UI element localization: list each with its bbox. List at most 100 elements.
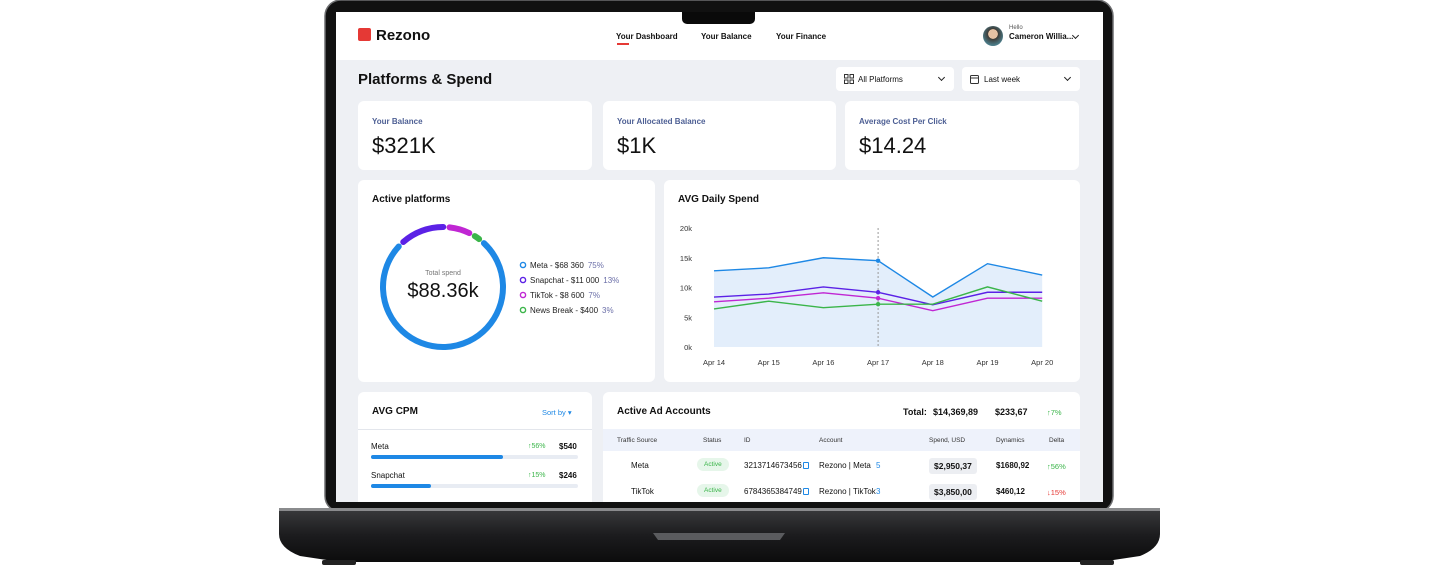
cpm-bar xyxy=(371,484,432,488)
filter-label: Last week xyxy=(984,75,1021,84)
column-header: Account xyxy=(819,437,843,444)
y-tick-label: 15k xyxy=(680,254,692,263)
y-tick-label: 10k xyxy=(680,284,692,293)
legend-percent: 3% xyxy=(602,306,614,315)
nav-link[interactable]: Your Dashboard xyxy=(616,32,678,41)
donut-segment xyxy=(400,224,447,246)
total-delta: ↑7% xyxy=(1047,408,1062,417)
spend: $2,950,37 xyxy=(929,458,977,474)
legend-label: Meta - $68 360 xyxy=(530,261,584,270)
column-header: Traffic Source xyxy=(617,437,658,444)
legend-dot xyxy=(519,291,527,299)
y-tick-label: 0k xyxy=(684,343,692,352)
total-dynamics: $233,67 xyxy=(995,407,1028,417)
donut-segment xyxy=(446,224,473,237)
x-tick-label: Apr 14 xyxy=(703,358,725,367)
hover-dot xyxy=(875,258,881,263)
card-title: Active Ad Accounts xyxy=(617,406,711,417)
grid-icon xyxy=(844,74,854,84)
screen: Rezono Your Dashboard Your Balance Your … xyxy=(336,12,1103,502)
donut-segment xyxy=(471,233,483,243)
cpm-bar xyxy=(371,455,504,459)
x-tick-label: Apr 18 xyxy=(922,358,944,367)
account-count: 5 xyxy=(876,461,881,470)
y-tick-label: 20k xyxy=(680,224,692,233)
total-label: Total: xyxy=(903,407,927,417)
legend-dot xyxy=(519,306,527,314)
hover-dot xyxy=(875,301,881,307)
x-tick-label: Apr 16 xyxy=(812,358,834,367)
legend-label: Snapchat - $11 000 xyxy=(530,276,600,285)
column-header[interactable]: Spend, USD xyxy=(929,437,966,444)
column-header[interactable]: Delta xyxy=(1049,437,1065,444)
logo-icon xyxy=(358,28,371,41)
hover-dot xyxy=(875,296,881,301)
table-header xyxy=(603,429,1080,451)
page-title: Platforms & Spend xyxy=(358,71,493,88)
column-header: Status xyxy=(703,437,722,444)
cpm-delta: ↑56% xyxy=(528,443,546,450)
platforms-card: Active platforms Meta - $68 360 75% Snapch… xyxy=(358,180,655,382)
date-filter[interactable]: Last week xyxy=(962,67,1080,91)
camera-notch xyxy=(682,12,755,24)
legend-label: News Break - $400 xyxy=(530,306,599,315)
dynamics: $1680,92 xyxy=(996,461,1030,470)
card-title: AVG Daily Spend xyxy=(678,194,759,205)
cpm-value: $246 xyxy=(559,471,577,480)
divider xyxy=(358,429,592,430)
meta-icon xyxy=(617,461,627,469)
legend-percent: 7% xyxy=(588,291,600,300)
accounts-card: Active Ad Accounts Total: $14,369,89 $23… xyxy=(603,392,1080,502)
legend-label: TikTok - $8 600 xyxy=(530,291,585,300)
column-header[interactable]: Dynamics xyxy=(996,437,1025,444)
legend-percent: 75% xyxy=(588,261,604,270)
nav-underline xyxy=(617,43,629,45)
sort-label: Sort by xyxy=(542,408,566,417)
cpm-card: AVG CPM Sort by ▾ Meta ↑56% $540 Snapchat ↑1… xyxy=(358,392,592,502)
cpm-name: Meta xyxy=(371,442,389,451)
x-tick-label: Apr 15 xyxy=(758,358,780,367)
center-value: $88.36k xyxy=(407,280,479,302)
sort-button[interactable]: Sort by ▾ xyxy=(542,408,572,417)
stat-value: $14.24 xyxy=(859,133,927,158)
center-label: Total spend xyxy=(425,270,461,277)
stat-card: Your Allocated Balance $1K xyxy=(603,101,836,170)
donut-chart: Meta - $68 360 75% Snapchat - $11 000 13% Ti… xyxy=(380,224,619,350)
cpm-name: Snapchat xyxy=(371,471,405,480)
dynamics: $460,12 xyxy=(996,487,1025,496)
delta: ↑56% xyxy=(1047,462,1066,471)
spend-card: AVG Daily Spend 0k 5k 10k 15k 20k Apr 14 Apr 1… xyxy=(664,180,1080,382)
column-header: ID xyxy=(744,437,751,444)
legend-dot xyxy=(519,276,527,284)
account-count: 3 xyxy=(876,487,881,496)
stat-label: Your Balance xyxy=(372,117,423,126)
calendar-icon xyxy=(970,75,979,84)
avatar[interactable] xyxy=(983,26,1003,46)
copy-icon xyxy=(803,488,809,495)
legend-percent: 13% xyxy=(603,276,619,285)
stat-card: Average Cost Per Click $14.24 xyxy=(845,101,1079,170)
user-name[interactable]: Cameron Willia... xyxy=(1009,32,1074,41)
x-tick-label: Apr 19 xyxy=(976,358,998,367)
account-id: 3213714673456 xyxy=(744,461,802,470)
donut-segment xyxy=(380,240,506,350)
nav-link[interactable]: Your Balance xyxy=(701,32,752,41)
x-tick-label: Apr 17 xyxy=(867,358,889,367)
legend-dot xyxy=(519,261,527,269)
source: Meta xyxy=(631,461,649,470)
status-badge: Active xyxy=(697,484,729,497)
account-name: Rezono | TikTok xyxy=(819,487,876,496)
stat-label: Your Allocated Balance xyxy=(617,117,706,126)
tiktok-icon xyxy=(617,487,627,495)
greeting: Hello xyxy=(1009,25,1023,31)
nav-link[interactable]: Your Finance xyxy=(776,32,827,41)
cpm-track xyxy=(371,484,578,488)
stat-card: Your Balance $321K xyxy=(358,101,592,170)
line-chart: 0k 5k 10k 15k 20k Apr 14 Apr 15 Apr 16 Apr 17 Apr… xyxy=(680,224,1053,367)
cpm-value: $540 xyxy=(559,442,577,451)
card-title: AVG CPM xyxy=(372,406,418,417)
filter-label: All Platforms xyxy=(858,75,903,84)
logo[interactable]: Rezono xyxy=(376,27,431,44)
platform-filter[interactable]: All Platforms xyxy=(836,67,954,91)
